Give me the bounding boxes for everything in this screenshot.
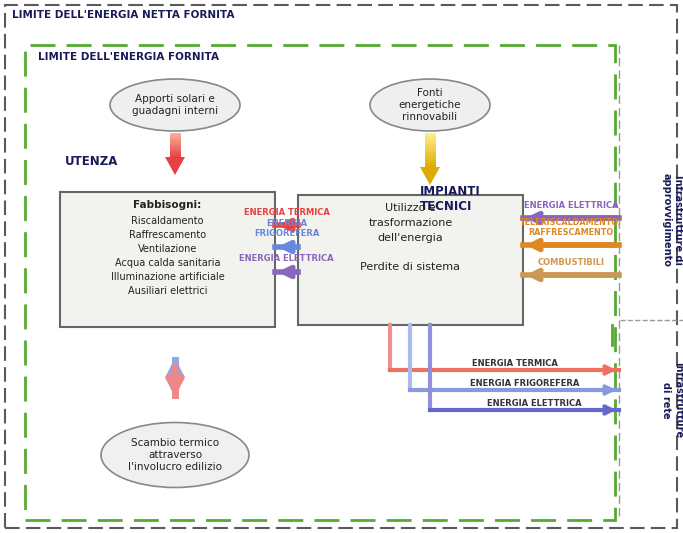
Bar [169, 139, 180, 140]
Bar [425, 148, 436, 150]
Text: ENERGIA TERMICA: ENERGIA TERMICA [471, 359, 557, 368]
Bar [169, 156, 180, 157]
Ellipse shape [370, 79, 490, 131]
Bar [425, 136, 436, 138]
Bar [25, 45, 615, 520]
Text: ENERGIA FRIGOREFERA: ENERGIA FRIGOREFERA [470, 379, 579, 388]
Text: Infrastrutture
di rete: Infrastrutture di rete [661, 362, 683, 438]
Text: Fonti
energetiche
rinnovabili: Fonti energetiche rinnovabili [399, 88, 461, 122]
Bar [425, 164, 436, 165]
Bar [425, 152, 436, 154]
Bar [298, 195, 523, 325]
Bar [60, 192, 275, 327]
Bar [169, 136, 180, 138]
Bar [425, 160, 436, 162]
Bar [425, 158, 436, 160]
Bar [425, 150, 436, 152]
Bar [169, 154, 180, 155]
Ellipse shape [101, 423, 249, 488]
Text: Apporti solari e
guadagni interni: Apporti solari e guadagni interni [132, 94, 218, 116]
Bar [169, 138, 180, 139]
Text: LIMITE DELL'ENERGIA FORNITA: LIMITE DELL'ENERGIA FORNITA [38, 52, 219, 62]
Bar [169, 148, 180, 149]
Bar [425, 143, 436, 145]
Bar [425, 157, 436, 158]
Text: UTENZA: UTENZA [65, 155, 118, 168]
Bar [425, 138, 436, 140]
Bar [425, 155, 436, 157]
Bar [169, 135, 180, 136]
Bar [425, 145, 436, 147]
Bar [425, 162, 436, 164]
Bar [425, 141, 436, 143]
Text: TELERISCALDAMENTO/
RAFFRESCAMENTO: TELERISCALDAMENTO/ RAFFRESCAMENTO [520, 217, 622, 237]
Bar [169, 133, 180, 134]
Text: Utilizzo e
trasformazione
dell'energia

Perdite di sistema: Utilizzo e trasformazione dell'energia P… [361, 203, 460, 272]
Polygon shape [420, 167, 440, 185]
Bar [169, 141, 180, 143]
Bar [169, 152, 180, 154]
Bar [425, 140, 436, 141]
Text: ENERGIA ELETTRICA: ENERGIA ELETTRICA [487, 399, 582, 408]
Text: ENERGIA
FRIGOREFERA: ENERGIA FRIGOREFERA [254, 219, 319, 238]
Bar [169, 145, 180, 146]
Bar [169, 146, 180, 148]
Text: COMBUSTIBILI: COMBUSTIBILI [538, 258, 604, 267]
Bar [169, 140, 180, 141]
Text: ENERGIA ELETTRICA: ENERGIA ELETTRICA [524, 201, 618, 210]
Text: Riscaldamento
Raffrescamento
Ventilazione
Acqua calda sanitaria
Illuminazione ar: Riscaldamento Raffrescamento Ventilazion… [111, 216, 225, 296]
Bar [169, 134, 180, 135]
Bar [425, 147, 436, 148]
Bar [169, 155, 180, 156]
Polygon shape [165, 157, 185, 175]
Bar [425, 133, 436, 135]
Bar [169, 150, 180, 151]
Bar [169, 143, 180, 144]
Bar [169, 144, 180, 145]
Ellipse shape [110, 79, 240, 131]
Text: Scambio termico
attraverso
l'involucro edilizio: Scambio termico attraverso l'involucro e… [128, 439, 222, 472]
Text: Infrastrutture di
approvvigimento: Infrastrutture di approvvigimento [661, 173, 683, 267]
Text: LIMITE DELL'ENERGIA NETTA FORNITA: LIMITE DELL'ENERGIA NETTA FORNITA [12, 10, 234, 20]
Text: IMPIANTI
TECNICI: IMPIANTI TECNICI [420, 185, 481, 213]
Bar [425, 165, 436, 167]
Text: Fabbisogni:: Fabbisogni: [133, 200, 201, 210]
Bar [425, 135, 436, 136]
Bar [425, 154, 436, 155]
Bar [169, 151, 180, 152]
Text: ENERGIA TERMICA: ENERGIA TERMICA [244, 208, 329, 217]
Bar [169, 149, 180, 150]
Text: ENERGIA ELETTRICA: ENERGIA ELETTRICA [239, 254, 334, 263]
